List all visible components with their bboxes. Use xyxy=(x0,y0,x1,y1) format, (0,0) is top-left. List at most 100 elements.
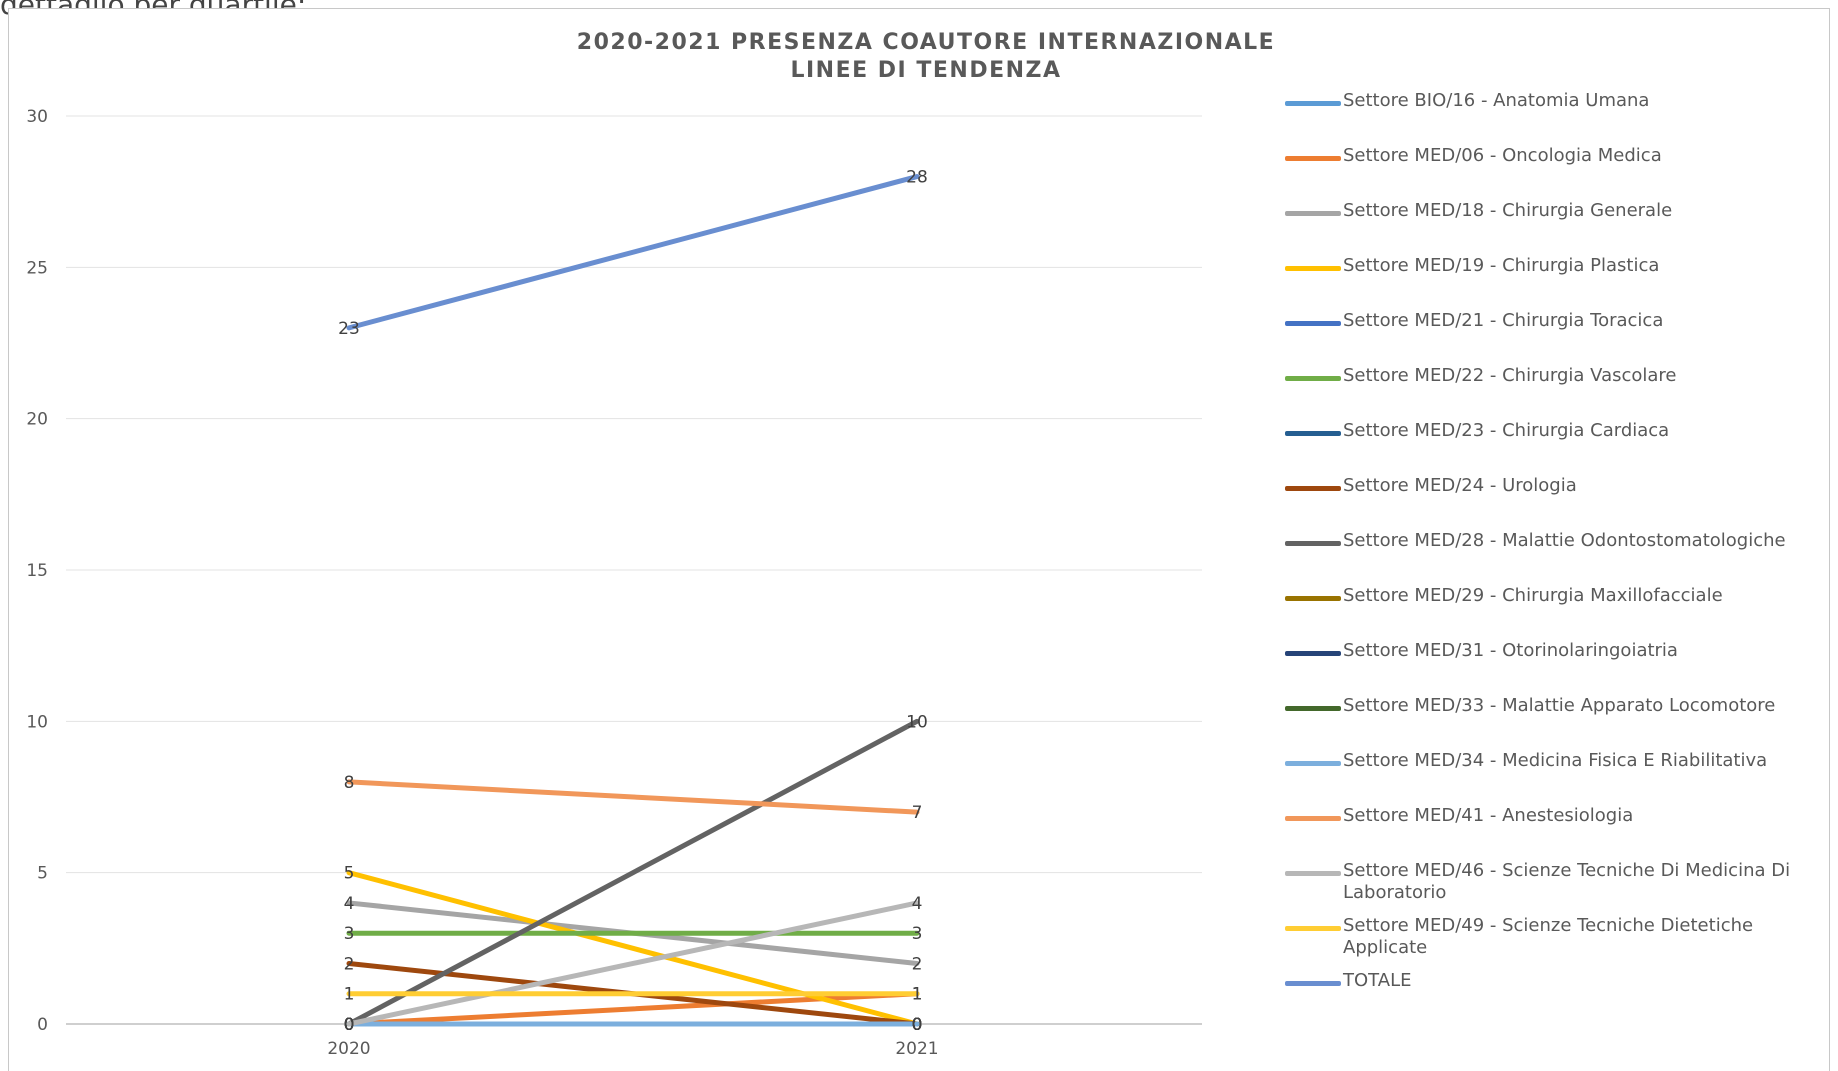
data-label: 0 xyxy=(912,1015,923,1035)
series-line xyxy=(346,779,920,815)
legend-label: Settore BIO/16 - Anatomia Umana xyxy=(1343,90,1650,111)
series-lines xyxy=(346,174,920,1027)
data-label: 0 xyxy=(344,1015,355,1035)
data-label: 0 xyxy=(344,1015,355,1035)
legend-swatch xyxy=(1285,431,1341,436)
legend-swatch xyxy=(1285,981,1341,986)
legend-item: Settore MED/23 - Chirurgia Cardiaca xyxy=(1285,420,1825,442)
data-label: 0 xyxy=(912,1015,923,1035)
legend-label: Settore MED/46 - Scienze Tecniche Di Med… xyxy=(1343,860,1791,903)
legend-label: Settore MED/28 - Malattie Odontostomatol… xyxy=(1343,530,1786,551)
legend-item: Settore MED/19 - Chirurgia Plastica xyxy=(1285,255,1825,277)
x-tick-label: 2020 xyxy=(327,1039,370,1059)
data-label: 0 xyxy=(912,1015,923,1035)
legend-label: Settore MED/19 - Chirurgia Plastica xyxy=(1343,255,1660,276)
y-tick-label: 30 xyxy=(26,107,48,127)
data-label: 0 xyxy=(344,1015,355,1035)
legend-swatch xyxy=(1285,376,1341,381)
data-label: 23 xyxy=(338,319,360,339)
series-line xyxy=(346,870,920,1027)
legend-item: Settore MED/31 - Otorinolaringoiatria xyxy=(1285,640,1825,662)
legend-item: Settore MED/18 - Chirurgia Generale xyxy=(1285,200,1825,222)
data-label: 2 xyxy=(344,954,355,974)
y-tick-label: 20 xyxy=(26,410,48,430)
legend-swatch xyxy=(1285,596,1341,601)
legend-swatch xyxy=(1285,321,1341,326)
data-label: 0 xyxy=(912,1015,923,1035)
data-label: 0 xyxy=(344,1015,355,1035)
data-label: 1 xyxy=(344,985,355,1005)
data-label: 0 xyxy=(344,1015,355,1035)
legend-swatch xyxy=(1285,486,1341,491)
x-tick-label: 2021 xyxy=(895,1039,938,1059)
data-label: 3 xyxy=(912,924,923,944)
series-line xyxy=(346,174,920,331)
legend-item: Settore MED/06 - Oncologia Medica xyxy=(1285,145,1825,167)
legend-swatch xyxy=(1285,926,1341,931)
y-tick-label: 10 xyxy=(26,712,48,732)
data-label: 0 xyxy=(344,1015,355,1035)
y-tick-label: 25 xyxy=(26,258,48,278)
legend-item: Settore MED/34 - Medicina Fisica E Riabi… xyxy=(1285,750,1825,772)
data-label: 1 xyxy=(912,985,923,1005)
data-label: 0 xyxy=(912,1015,923,1035)
legend-item: Settore MED/41 - Anestesiologia xyxy=(1285,805,1825,827)
data-label: 0 xyxy=(344,1015,355,1035)
y-tick-label: 5 xyxy=(37,864,48,884)
legend-swatch xyxy=(1285,266,1341,271)
legend-swatch xyxy=(1285,651,1341,656)
data-label: 2 xyxy=(912,954,923,974)
data-label: 8 xyxy=(344,773,355,793)
legend-label: Settore MED/23 - Chirurgia Cardiaca xyxy=(1343,420,1670,441)
legend-label: Settore MED/49 - Scienze Tecniche Dietet… xyxy=(1343,915,1754,958)
legend-swatch xyxy=(1285,816,1341,821)
legend-label: Settore MED/34 - Medicina Fisica E Riabi… xyxy=(1343,750,1768,771)
data-label: 0 xyxy=(344,1015,355,1035)
legend-swatch xyxy=(1285,156,1341,161)
data-label: 4 xyxy=(344,894,355,914)
data-label: 0 xyxy=(344,1015,355,1035)
data-label: 10 xyxy=(906,712,928,732)
legend-item: Settore BIO/16 - Anatomia Umana xyxy=(1285,90,1825,112)
data-label: 0 xyxy=(912,1015,923,1035)
data-label: 0 xyxy=(912,1015,923,1035)
legend-item: Settore MED/21 - Chirurgia Toracica xyxy=(1285,310,1825,332)
legend-item: Settore MED/49 - Scienze Tecniche Dietet… xyxy=(1285,915,1825,959)
series-line xyxy=(346,718,920,1027)
legend-label: Settore MED/31 - Otorinolaringoiatria xyxy=(1343,640,1678,661)
data-label: 3 xyxy=(344,924,355,944)
legend-label: Settore MED/41 - Anestesiologia xyxy=(1343,805,1634,826)
data-label: 7 xyxy=(912,803,923,823)
legend-swatch xyxy=(1285,761,1341,766)
chart-frame xyxy=(8,8,1830,1071)
data-label: 5 xyxy=(344,864,355,884)
legend-item: Settore MED/28 - Malattie Odontostomatol… xyxy=(1285,530,1825,552)
legend-swatch xyxy=(1285,211,1341,216)
data-label: 0 xyxy=(912,1015,923,1035)
legend-label: Settore MED/24 - Urologia xyxy=(1343,475,1577,496)
legend-label: Settore MED/22 - Chirurgia Vascolare xyxy=(1343,365,1677,386)
y-tick-label: 0 xyxy=(37,1015,48,1035)
legend-item: Settore MED/24 - Urologia xyxy=(1285,475,1825,497)
data-label: 0 xyxy=(912,1015,923,1035)
legend-item: Settore MED/46 - Scienze Tecniche Di Med… xyxy=(1285,860,1825,904)
legend-label: Settore MED/06 - Oncologia Medica xyxy=(1343,145,1662,166)
legend-item: TOTALE xyxy=(1285,970,1825,992)
x-axis-ticks: 2020 2021 xyxy=(327,1039,938,1059)
series-line xyxy=(346,900,920,1027)
legend-item: Settore MED/33 - Malattie Apparato Locom… xyxy=(1285,695,1825,717)
legend-label: TOTALE xyxy=(1343,970,1412,991)
data-label: 4 xyxy=(912,894,923,914)
legend-swatch xyxy=(1285,706,1341,711)
legend-swatch xyxy=(1285,541,1341,546)
legend-item: Settore MED/29 - Chirurgia Maxillofaccia… xyxy=(1285,585,1825,607)
y-tick-label: 15 xyxy=(26,561,48,581)
legend-swatch xyxy=(1285,871,1341,876)
legend-swatch xyxy=(1285,101,1341,106)
legend-label: Settore MED/33 - Malattie Apparato Locom… xyxy=(1343,695,1776,716)
data-label: 1 xyxy=(912,985,923,1005)
chart-title-line-1: 2020-2021 PRESENZA COAUTORE INTERNAZIONA… xyxy=(576,30,1276,55)
legend-label: Settore MED/18 - Chirurgia Generale xyxy=(1343,200,1673,221)
